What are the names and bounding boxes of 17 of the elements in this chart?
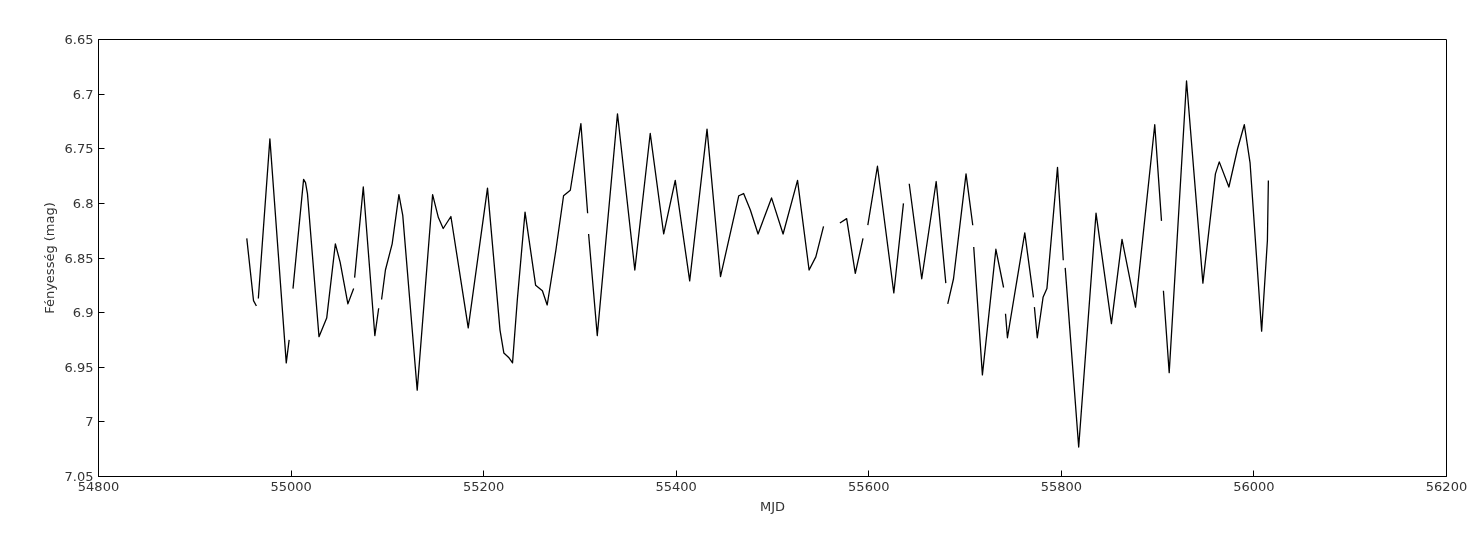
y-tick-label: 6.8 <box>72 195 94 211</box>
y-axis-title: Fényesség (mag) <box>41 202 57 314</box>
y-tick-label: 7 <box>85 414 94 430</box>
x-axis-title: MJD <box>759 498 786 514</box>
y-tick-label: 6.9 <box>72 305 94 321</box>
y-tick-label: 6.7 <box>72 86 94 102</box>
y-tick-label: 6.65 <box>64 32 94 47</box>
x-tick-label: 55000 <box>270 478 312 494</box>
x-tick-label: 55400 <box>655 478 697 494</box>
x-tick-label: 56200 <box>1425 478 1468 494</box>
x-tick-label: 55600 <box>848 478 890 494</box>
y-tick-label: 6.85 <box>64 250 94 266</box>
x-tick-label: 56000 <box>1233 478 1275 494</box>
y-tick-label: 6.75 <box>64 141 94 157</box>
x-tick-label: 55200 <box>462 478 505 494</box>
x-tick-label: 55800 <box>1040 478 1083 494</box>
y-tick-label: 6.95 <box>64 359 94 375</box>
